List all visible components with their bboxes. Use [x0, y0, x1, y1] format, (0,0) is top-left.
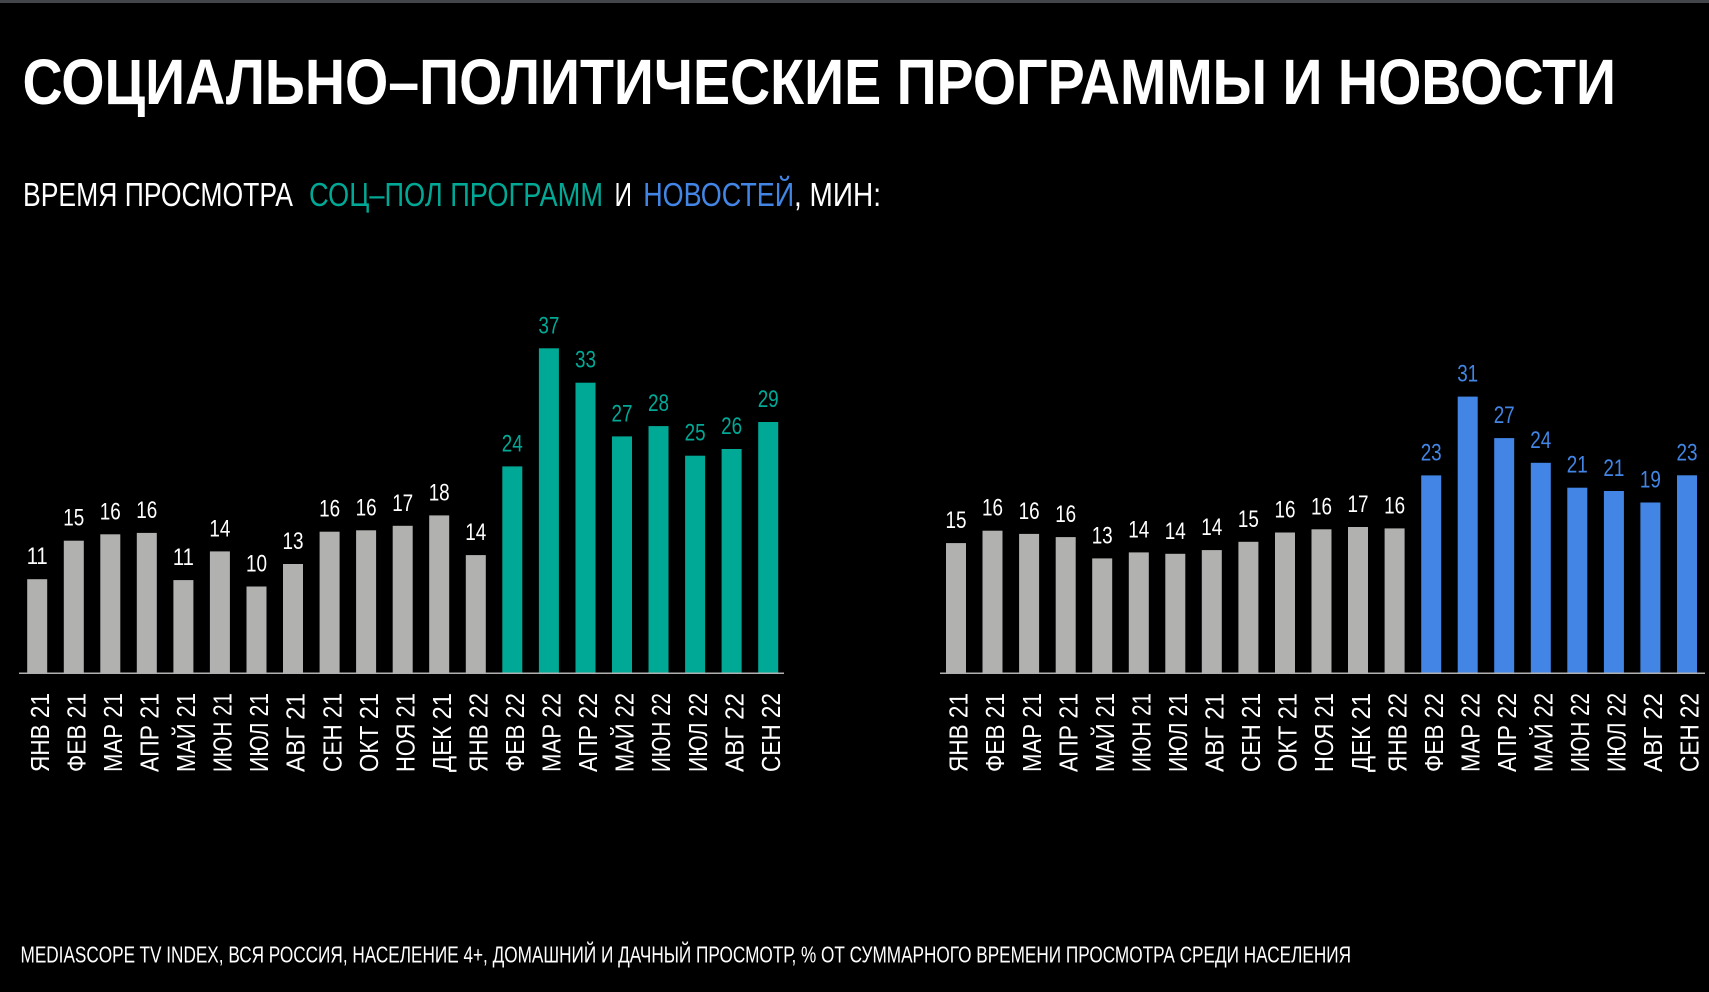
svg-text:МАЙ 21: МАЙ 21	[171, 693, 201, 772]
svg-text:11: 11	[27, 543, 48, 570]
svg-text:21: 21	[1603, 455, 1624, 482]
svg-text:ДЕК 21: ДЕК 21	[427, 693, 457, 772]
svg-text:13: 13	[283, 528, 304, 555]
svg-text:МАЙ 21: МАЙ 21	[1090, 693, 1120, 772]
svg-text:27: 27	[612, 400, 633, 427]
svg-text:НОВОСТЕЙ: НОВОСТЕЙ	[643, 176, 794, 213]
svg-text:MEDIASCOPE TV INDEX, ВСЯ РОССИ: MEDIASCOPE TV INDEX, ВСЯ РОССИЯ, НАСЕЛЕН…	[21, 940, 1352, 967]
svg-text:ФЕВ 22: ФЕВ 22	[1419, 693, 1449, 772]
svg-text:31: 31	[1457, 361, 1478, 388]
svg-text:ФЕВ 21: ФЕВ 21	[62, 693, 92, 772]
svg-text:МАЙ 22: МАЙ 22	[1529, 693, 1559, 772]
svg-text:ФЕВ 22: ФЕВ 22	[500, 693, 530, 772]
svg-text:ИЮН 22: ИЮН 22	[646, 693, 676, 772]
svg-text:МАР 22: МАР 22	[1455, 693, 1485, 772]
svg-text:ЯНВ 21: ЯНВ 21	[944, 693, 974, 772]
svg-text:25: 25	[685, 420, 706, 447]
svg-text:ИЮН 21: ИЮН 21	[208, 693, 238, 772]
svg-text:ДЕК 21: ДЕК 21	[1346, 693, 1376, 772]
svg-text:14: 14	[1165, 518, 1186, 545]
svg-text:ВРЕМЯ ПРОСМОТРА: ВРЕМЯ ПРОСМОТРА	[23, 176, 293, 213]
svg-text:АПР 21: АПР 21	[135, 693, 165, 772]
svg-text:ОКТ 21: ОКТ 21	[354, 693, 384, 772]
svg-text:ИЮН 21: ИЮН 21	[1127, 693, 1157, 772]
svg-text:14: 14	[1201, 514, 1222, 541]
svg-text:16: 16	[1384, 492, 1405, 519]
svg-text:29: 29	[758, 386, 779, 413]
svg-text:16: 16	[982, 495, 1003, 522]
svg-text:АПР 22: АПР 22	[1492, 693, 1522, 772]
svg-text:СЕН 22: СЕН 22	[756, 693, 786, 772]
svg-text:14: 14	[209, 515, 230, 542]
svg-text:ЯНВ 21: ЯНВ 21	[25, 693, 55, 772]
svg-text:15: 15	[946, 507, 967, 534]
svg-text:ИЮЛ 21: ИЮЛ 21	[1163, 693, 1193, 772]
svg-text:СЕН 21: СЕН 21	[1236, 693, 1266, 772]
svg-text:, МИН:: , МИН:	[794, 176, 881, 213]
svg-text:МАР 21: МАР 21	[1017, 693, 1047, 772]
svg-text:АПР 22: АПР 22	[573, 693, 603, 772]
svg-text:21: 21	[1567, 452, 1588, 479]
svg-text:И: И	[615, 176, 633, 213]
svg-text:17: 17	[1348, 491, 1369, 518]
svg-text:10: 10	[246, 551, 267, 578]
svg-text:СОЦИАЛЬНО–ПОЛИТИЧЕСКИЕ ПРОГРАМ: СОЦИАЛЬНО–ПОЛИТИЧЕСКИЕ ПРОГРАММЫ И НОВОС…	[23, 46, 1617, 118]
svg-text:16: 16	[1055, 501, 1076, 528]
svg-text:ИЮЛ 22: ИЮЛ 22	[1602, 693, 1632, 772]
svg-text:СЕН 22: СЕН 22	[1675, 693, 1705, 772]
svg-text:ИЮЛ 21: ИЮЛ 21	[244, 693, 274, 772]
svg-text:ОКТ 21: ОКТ 21	[1273, 693, 1303, 772]
svg-text:14: 14	[1128, 516, 1149, 543]
svg-text:ЯНВ 22: ЯНВ 22	[1382, 693, 1412, 772]
svg-text:16: 16	[1275, 497, 1296, 524]
svg-text:14: 14	[465, 519, 486, 546]
svg-text:СОЦ–ПОЛ ПРОГРАММ: СОЦ–ПОЛ ПРОГРАММ	[309, 176, 603, 213]
svg-text:ИЮЛ 22: ИЮЛ 22	[683, 693, 713, 772]
svg-text:26: 26	[721, 413, 742, 440]
svg-text:ИЮН 22: ИЮН 22	[1565, 693, 1595, 772]
svg-text:15: 15	[63, 505, 84, 532]
svg-text:МАЙ 22: МАЙ 22	[610, 693, 640, 772]
svg-text:17: 17	[392, 490, 413, 517]
svg-text:АВГ 21: АВГ 21	[281, 693, 311, 772]
svg-text:23: 23	[1677, 439, 1698, 466]
svg-text:АВГ 21: АВГ 21	[1200, 693, 1230, 772]
svg-text:16: 16	[100, 498, 121, 525]
svg-text:НОЯ 21: НОЯ 21	[390, 693, 420, 772]
svg-text:16: 16	[1311, 493, 1332, 520]
svg-text:МАР 22: МАР 22	[537, 693, 567, 772]
svg-text:13: 13	[1092, 522, 1113, 549]
svg-text:23: 23	[1421, 439, 1442, 466]
svg-text:ФЕВ 21: ФЕВ 21	[980, 693, 1010, 772]
svg-text:37: 37	[538, 312, 559, 339]
svg-text:ЯНВ 22: ЯНВ 22	[464, 693, 494, 772]
svg-text:МАР 21: МАР 21	[98, 693, 128, 772]
svg-text:16: 16	[1019, 498, 1040, 525]
svg-text:28: 28	[648, 390, 669, 417]
svg-text:33: 33	[575, 347, 596, 374]
svg-text:НОЯ 21: НОЯ 21	[1309, 693, 1339, 772]
svg-text:24: 24	[1530, 427, 1551, 454]
svg-text:19: 19	[1640, 467, 1661, 494]
svg-text:27: 27	[1494, 402, 1515, 429]
svg-text:16: 16	[319, 496, 340, 523]
svg-text:24: 24	[502, 430, 523, 457]
svg-text:АВГ 22: АВГ 22	[719, 693, 749, 772]
svg-text:16: 16	[356, 494, 377, 521]
svg-text:16: 16	[136, 497, 157, 524]
svg-text:АВГ 22: АВГ 22	[1638, 693, 1668, 772]
svg-text:15: 15	[1238, 506, 1259, 533]
svg-text:18: 18	[429, 479, 450, 506]
svg-text:11: 11	[173, 544, 194, 571]
svg-text:СЕН 21: СЕН 21	[317, 693, 347, 772]
svg-text:АПР 21: АПР 21	[1053, 693, 1083, 772]
